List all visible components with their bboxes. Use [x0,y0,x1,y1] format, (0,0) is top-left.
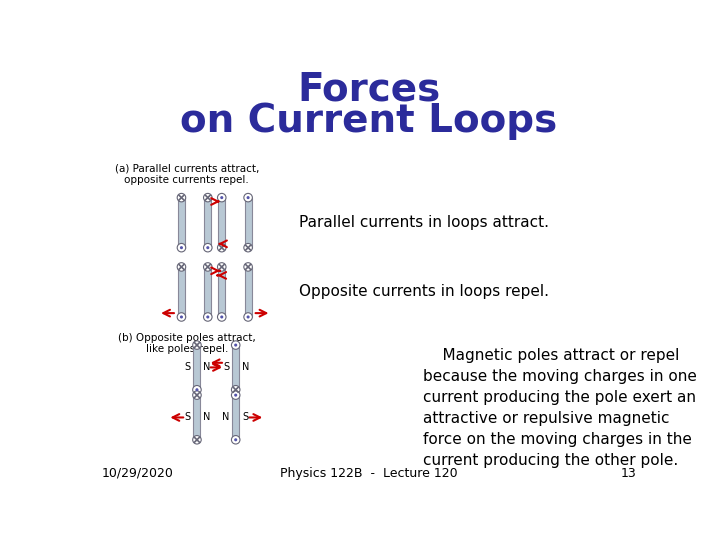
Circle shape [217,262,226,271]
Bar [194,345,200,390]
Circle shape [220,315,223,319]
Circle shape [180,246,183,249]
Circle shape [193,391,201,400]
Circle shape [195,388,199,392]
Circle shape [244,313,253,321]
Circle shape [234,394,238,397]
Circle shape [246,196,250,199]
Circle shape [244,262,253,271]
Circle shape [234,438,238,441]
Circle shape [206,315,210,319]
Text: N: N [203,413,210,422]
Bar [218,198,225,248]
Text: (a) Parallel currents attract,
opposite currents repel.: (a) Parallel currents attract, opposite … [114,164,259,185]
Circle shape [234,343,238,347]
Circle shape [246,315,250,319]
Text: N: N [222,413,230,422]
Bar [245,198,251,248]
Circle shape [217,244,226,252]
Text: (b) Opposite poles attract,
like poles repel.: (b) Opposite poles attract, like poles r… [118,333,256,354]
Circle shape [193,386,201,394]
Text: on Current Loops: on Current Loops [181,102,557,140]
Circle shape [177,313,186,321]
Circle shape [193,341,201,349]
Circle shape [180,315,183,319]
Circle shape [231,386,240,394]
Text: Magnetic poles attract or repel
because the moving charges in one
current produc: Magnetic poles attract or repel because … [423,348,697,468]
Circle shape [244,244,253,252]
Circle shape [244,193,253,202]
Bar [233,395,239,440]
Circle shape [217,193,226,202]
Text: S: S [242,413,248,422]
Circle shape [193,436,201,444]
Text: S: S [184,362,191,373]
Bar [204,198,211,248]
Text: S: S [184,413,191,422]
Circle shape [204,193,212,202]
Text: 10/29/2020: 10/29/2020 [102,467,174,480]
Text: Parallel currents in loops attract.: Parallel currents in loops attract. [300,215,549,230]
Text: Forces: Forces [297,71,441,109]
Text: 13: 13 [621,467,636,480]
Circle shape [177,262,186,271]
Circle shape [204,262,212,271]
Circle shape [177,244,186,252]
Bar [233,345,239,390]
Circle shape [220,196,223,199]
Circle shape [204,244,212,252]
Circle shape [231,436,240,444]
Circle shape [231,391,240,400]
Text: N: N [242,362,249,373]
Text: Physics 122B  -  Lecture 120: Physics 122B - Lecture 120 [280,467,458,480]
Circle shape [231,341,240,349]
Circle shape [204,313,212,321]
Circle shape [206,246,210,249]
Bar [218,267,225,317]
Text: Opposite currents in loops repel.: Opposite currents in loops repel. [300,285,549,300]
Circle shape [217,313,226,321]
Text: S: S [223,362,230,373]
Text: N: N [203,362,210,373]
Bar [194,395,200,440]
Bar [204,267,211,317]
Bar [178,267,185,317]
Bar [178,198,185,248]
Bar [245,267,251,317]
Circle shape [177,193,186,202]
